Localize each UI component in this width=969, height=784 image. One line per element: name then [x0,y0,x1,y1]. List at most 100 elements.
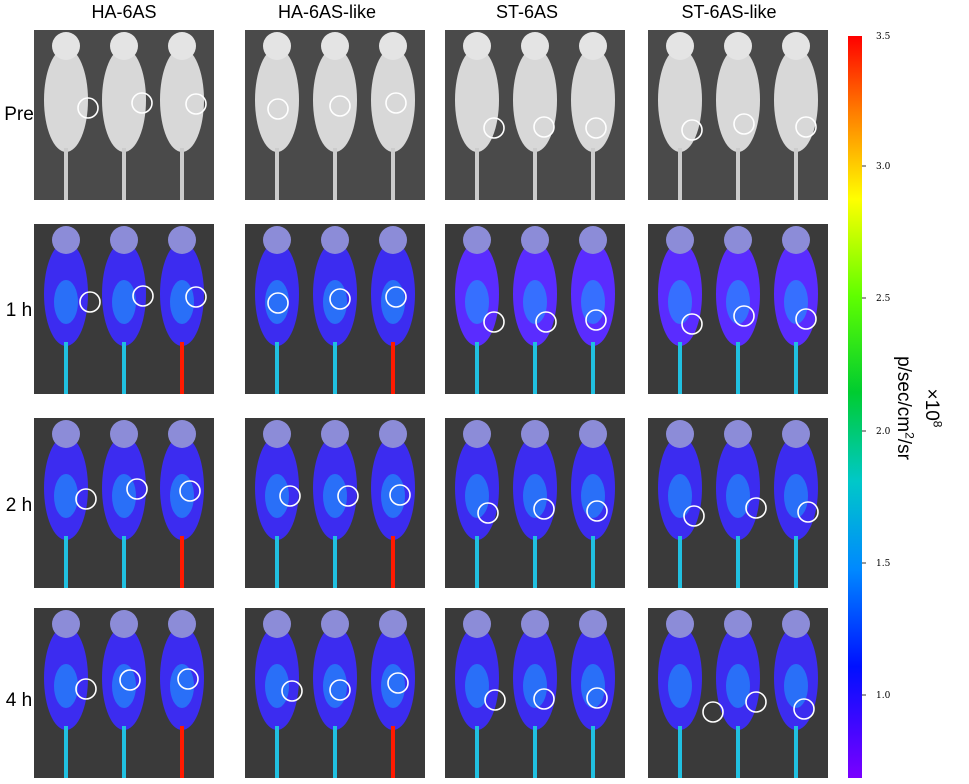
roi-circle [586,687,608,709]
mouse-body [658,610,702,778]
mouse-body [513,32,557,200]
row-label-1h: 1 h [5,300,33,321]
mouse-body [255,226,299,394]
mouse-body [774,610,818,778]
imaging-panel [648,608,828,778]
imaging-panel [445,418,625,588]
column-label-ha-6as: HA-6AS [91,2,157,22]
mouse-body [313,226,357,394]
roi-circle [533,498,555,520]
mouse-body [716,610,760,778]
mouse-body [658,420,702,588]
roi-circle [267,98,289,120]
imaging-panel [245,30,425,200]
roi-circle [337,485,359,507]
unit-multiplier: ×10 [921,388,942,421]
unit-squared: 2 [902,432,916,439]
imaging-panel [34,608,214,778]
mouse-body [44,32,88,200]
imaging-panel [445,608,625,778]
roi-circle [795,116,817,138]
mouse-body [44,610,88,778]
roi-circle [797,501,819,523]
colorbar-tick-2-5: 2.5 [876,294,891,304]
row-label-pre: Pre [4,104,34,125]
roi-circle [75,488,97,510]
mouse-body [255,610,299,778]
roi-circle [185,286,207,308]
imaging-panel [34,30,214,200]
mouse-body [102,420,146,588]
colorbar-tick-1-5: 1.5 [876,559,891,569]
roi-circle [385,286,407,308]
mouse-body [774,32,818,200]
roi-circle [119,669,141,691]
roi-circle [281,680,303,702]
mouse-body [160,32,204,200]
mouse-body [513,420,557,588]
mouse-body [102,226,146,394]
intensity-colorbar: 3.5 3.0 2.5 2.0 1.5 1.0 [848,32,891,778]
roi-circle [126,478,148,500]
mouse-body [774,420,818,588]
roi-circle [483,117,505,139]
mouse-body [160,226,204,394]
mouse-body [455,610,499,778]
imaging-panel [34,418,214,588]
roi-circle [795,308,817,330]
roi-circle [483,311,505,333]
colorbar-tick-3-0: 3.0 [876,162,891,172]
mouse-body [513,610,557,778]
mouse-body [313,420,357,588]
roi-circle [585,309,607,331]
roi-circle [702,701,724,723]
roi-circle [585,117,607,139]
mouse-body [371,610,415,778]
roi-circle [185,93,207,115]
imaging-panel [245,224,425,394]
roi-circle [329,679,351,701]
roi-circle [279,485,301,507]
imaging-panel [648,224,828,394]
roi-circle [477,502,499,524]
roi-circle [387,672,409,694]
mouse-body [716,32,760,200]
column-label-ha-6as-like: HA-6AS-like [277,2,377,22]
roi-circle [75,678,97,700]
imaging-panel [445,30,625,200]
roi-circle [681,119,703,141]
roi-circle [329,288,351,310]
roi-circle [484,689,506,711]
unit-suffix: /sr [892,438,914,460]
colorbar-tick-2-0: 2.0 [876,427,891,437]
mouse-body [313,32,357,200]
mouse-body [44,226,88,394]
mouse-body [455,32,499,200]
roi-circle [535,311,557,333]
imaging-panel [34,224,214,394]
roi-circle [329,95,351,117]
mouse-body [102,610,146,778]
roi-circle [745,497,767,519]
roi-circle [77,97,99,119]
roi-circle [267,292,289,314]
mouse-body [255,32,299,200]
row-label-2h: 2 h [5,495,33,516]
mouse-body [455,420,499,588]
mouse-body [571,420,615,588]
row-label-4h: 4 h [5,690,33,711]
unit-exponent: 8 [930,420,945,428]
roi-circle [681,313,703,335]
imaging-panel [445,224,625,394]
roi-circle [683,505,705,527]
mouse-body [513,226,557,394]
mouse-body [571,32,615,200]
mouse-body [571,226,615,394]
roi-circle [733,113,755,135]
mouse-body [658,226,702,394]
imaging-panel [245,418,425,588]
roi-circle [79,291,101,313]
roi-circle [132,285,154,307]
imaging-panel [245,608,425,778]
mouse-body [44,420,88,588]
